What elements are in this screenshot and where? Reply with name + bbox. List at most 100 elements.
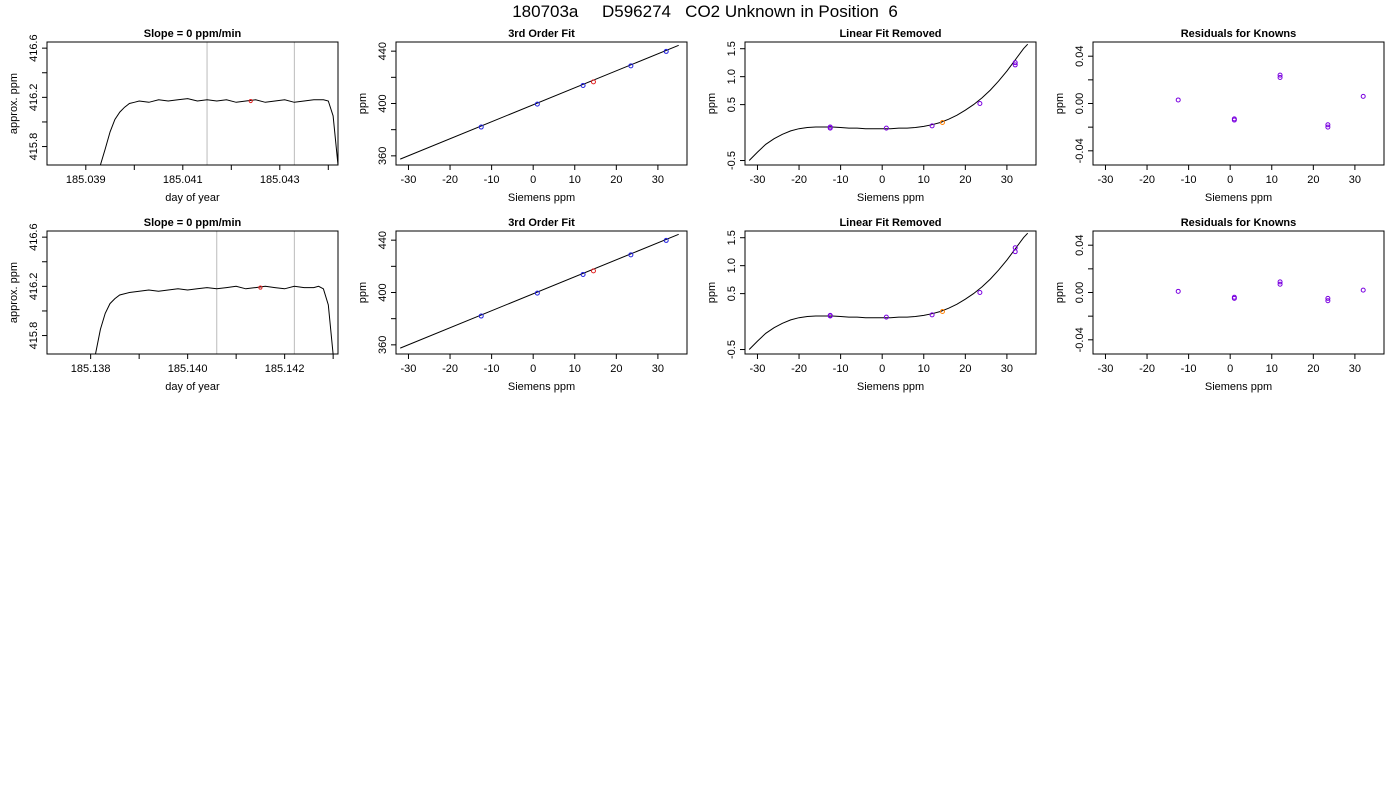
plot-area	[400, 44, 679, 160]
y-tick-label: 416.6	[28, 223, 40, 251]
y-tick-label: 0.04	[1074, 45, 1086, 66]
plot-title: 3rd Order Fit	[508, 217, 575, 229]
x-tick-label: 10	[1266, 174, 1278, 186]
unknown-point	[590, 79, 596, 85]
plot-title: Slope = 0 ppm/min	[144, 217, 242, 229]
x-tick-label: -10	[484, 363, 500, 375]
plot-area	[748, 232, 1029, 350]
plot-area	[99, 42, 338, 165]
y-tick-label: 415.8	[28, 133, 40, 161]
linear-plot-row2: Linear Fit Removed -30 -20 -10 0 10 20 30 -0.5 0.…	[706, 217, 1037, 393]
plot-frame	[395, 230, 688, 355]
known-point	[1012, 249, 1018, 255]
known-point	[580, 82, 586, 88]
x-axis-label: Siemens ppm	[1205, 381, 1272, 393]
x-axis-label: Siemens ppm	[508, 192, 575, 204]
residual-point	[1325, 295, 1331, 301]
residual-plot-row1: Residuals for Knowns -30 -20 -10 0 10 20 30 -0.0…	[1054, 28, 1385, 204]
x-tick-label: 10	[569, 174, 581, 186]
residual-point	[1325, 124, 1331, 130]
x-tick-label: 20	[610, 363, 622, 375]
known-point	[534, 101, 540, 107]
residual-point	[1277, 279, 1283, 285]
y-tick-label: -0.5	[726, 151, 738, 170]
y-tick-label: 360	[377, 147, 389, 165]
linear-plot-row1: Linear Fit Removed -30 -20 -10 0 10 20 30 -0.5 0.…	[706, 28, 1037, 204]
plot-title: Residuals for Knowns	[1181, 217, 1297, 229]
average-marker	[258, 285, 263, 290]
plot-frame	[46, 41, 339, 166]
x-tick-label: -10	[833, 363, 849, 375]
y-axis-label: ppm	[1054, 93, 1066, 114]
x-tick-label: -10	[1181, 174, 1197, 186]
y-tick-label: 1.0	[726, 258, 738, 273]
known-point	[1012, 245, 1018, 251]
known-point	[977, 101, 983, 106]
known-point	[663, 237, 669, 243]
x-tick-label: 30	[1001, 363, 1013, 375]
plot-title: Residuals for Knowns	[1181, 28, 1297, 40]
y-tick-label: 440	[377, 42, 389, 60]
known-point	[628, 63, 634, 69]
x-tick-label: -20	[1139, 363, 1155, 375]
y-tick-label: 415.8	[28, 322, 40, 350]
x-tick-label: -20	[791, 174, 807, 186]
page-title: 180703a D596274 CO2 Unknown in Position …	[512, 2, 898, 21]
known-point	[628, 252, 634, 258]
residual-point	[1325, 122, 1331, 128]
x-tick-label: 185.138	[71, 363, 111, 375]
x-tick-label: 185.142	[265, 363, 305, 375]
x-tick-label: -30	[750, 363, 766, 375]
x-tick-label: 10	[918, 174, 930, 186]
x-tick-label: 0	[530, 363, 536, 375]
trace-line	[99, 98, 338, 165]
y-axis-label: ppm	[357, 93, 369, 114]
average-marker	[248, 98, 253, 104]
y-tick-label: 0.5	[726, 286, 738, 301]
plot-frame	[744, 230, 1037, 355]
plot-title: Linear Fit Removed	[839, 28, 941, 40]
y-tick-label: 440	[377, 231, 389, 249]
residual-point	[1175, 97, 1181, 103]
known-point	[929, 312, 935, 318]
y-tick-label: -0.04	[1074, 327, 1086, 352]
x-tick-label: -10	[484, 174, 500, 186]
residual-point	[1325, 298, 1331, 304]
x-axis-label: Siemens ppm	[857, 192, 924, 204]
plot-title: 3rd Order Fit	[508, 28, 575, 40]
x-tick-label: -30	[1098, 174, 1114, 186]
x-tick-label: 20	[1307, 363, 1319, 375]
x-tick-label: 20	[959, 363, 971, 375]
plot-frame	[46, 230, 339, 355]
x-tick-label: 185.043	[260, 174, 300, 186]
x-tick-label: 30	[652, 174, 664, 186]
known-point	[663, 48, 669, 54]
x-tick-label: 20	[959, 174, 971, 186]
known-point	[534, 290, 540, 296]
y-tick-label: 416.2	[28, 84, 40, 112]
known-point	[929, 123, 935, 129]
x-axis-label: Siemens ppm	[1205, 192, 1272, 204]
residual-point	[1231, 295, 1237, 301]
x-tick-label: 0	[879, 174, 885, 186]
x-tick-label: -30	[1098, 363, 1114, 375]
x-tick-label: 10	[569, 363, 581, 375]
y-axis-label: approx. ppm	[8, 73, 20, 134]
trace-line	[95, 285, 334, 354]
trace-plot-row2: Slope = 0 ppm/min 185.138 185.140 185.142 41…	[8, 217, 339, 393]
x-tick-label: 30	[1349, 174, 1361, 186]
y-axis-label: ppm	[706, 282, 718, 303]
x-tick-label: 185.140	[168, 363, 208, 375]
plot-frame	[744, 41, 1037, 166]
plot-area	[95, 231, 334, 354]
y-axis-label: ppm	[1054, 282, 1066, 303]
known-point	[977, 290, 983, 295]
x-tick-label: -30	[401, 363, 417, 375]
x-tick-label: 20	[1307, 174, 1319, 186]
y-tick-label: -0.5	[726, 340, 738, 359]
x-tick-label: 30	[652, 363, 664, 375]
x-tick-label: -10	[1181, 363, 1197, 375]
residual-point	[1277, 74, 1283, 80]
y-tick-label: 360	[377, 336, 389, 354]
x-tick-label: -20	[442, 174, 458, 186]
